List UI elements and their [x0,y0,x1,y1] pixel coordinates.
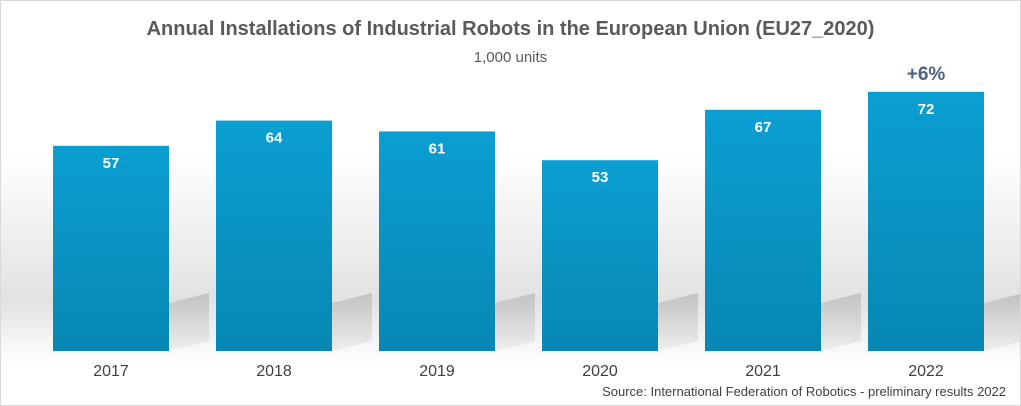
x-tick-label-2019: 2019 [419,363,455,380]
bar-shadow [821,293,861,351]
bar-2020 [542,160,658,351]
data-label-2022: 72 [918,101,935,118]
bar-shadow [984,294,1020,351]
x-tick-label-2018: 2018 [256,363,292,380]
data-label-2021: 67 [755,119,772,136]
growth-annotation: +6% [907,64,946,85]
x-tick-label-2022: 2022 [908,363,944,380]
chart-subtitle: 1,000 units [473,49,548,66]
bar-shadow [658,293,698,351]
bar-2021 [705,109,821,351]
data-label-2018: 64 [266,130,283,147]
bar-2018 [216,120,332,351]
bar-2017 [53,145,169,351]
x-tick-label-2020: 2020 [582,363,618,380]
bar-shadow [169,293,209,351]
x-tick-label-2021: 2021 [745,363,781,380]
data-label-2017: 57 [103,155,120,172]
data-label-2020: 53 [592,169,609,186]
data-label-2019: 61 [429,140,446,157]
bar-shadow [332,293,372,351]
bar-2022 [868,91,984,352]
chart-source: Source: International Federation of Robo… [602,384,1006,399]
chart-title: Annual Installations of Industrial Robot… [146,18,875,40]
bar-2019 [379,131,495,351]
bar-shadow [495,293,535,351]
x-tick-label-2017: 2017 [93,363,129,380]
